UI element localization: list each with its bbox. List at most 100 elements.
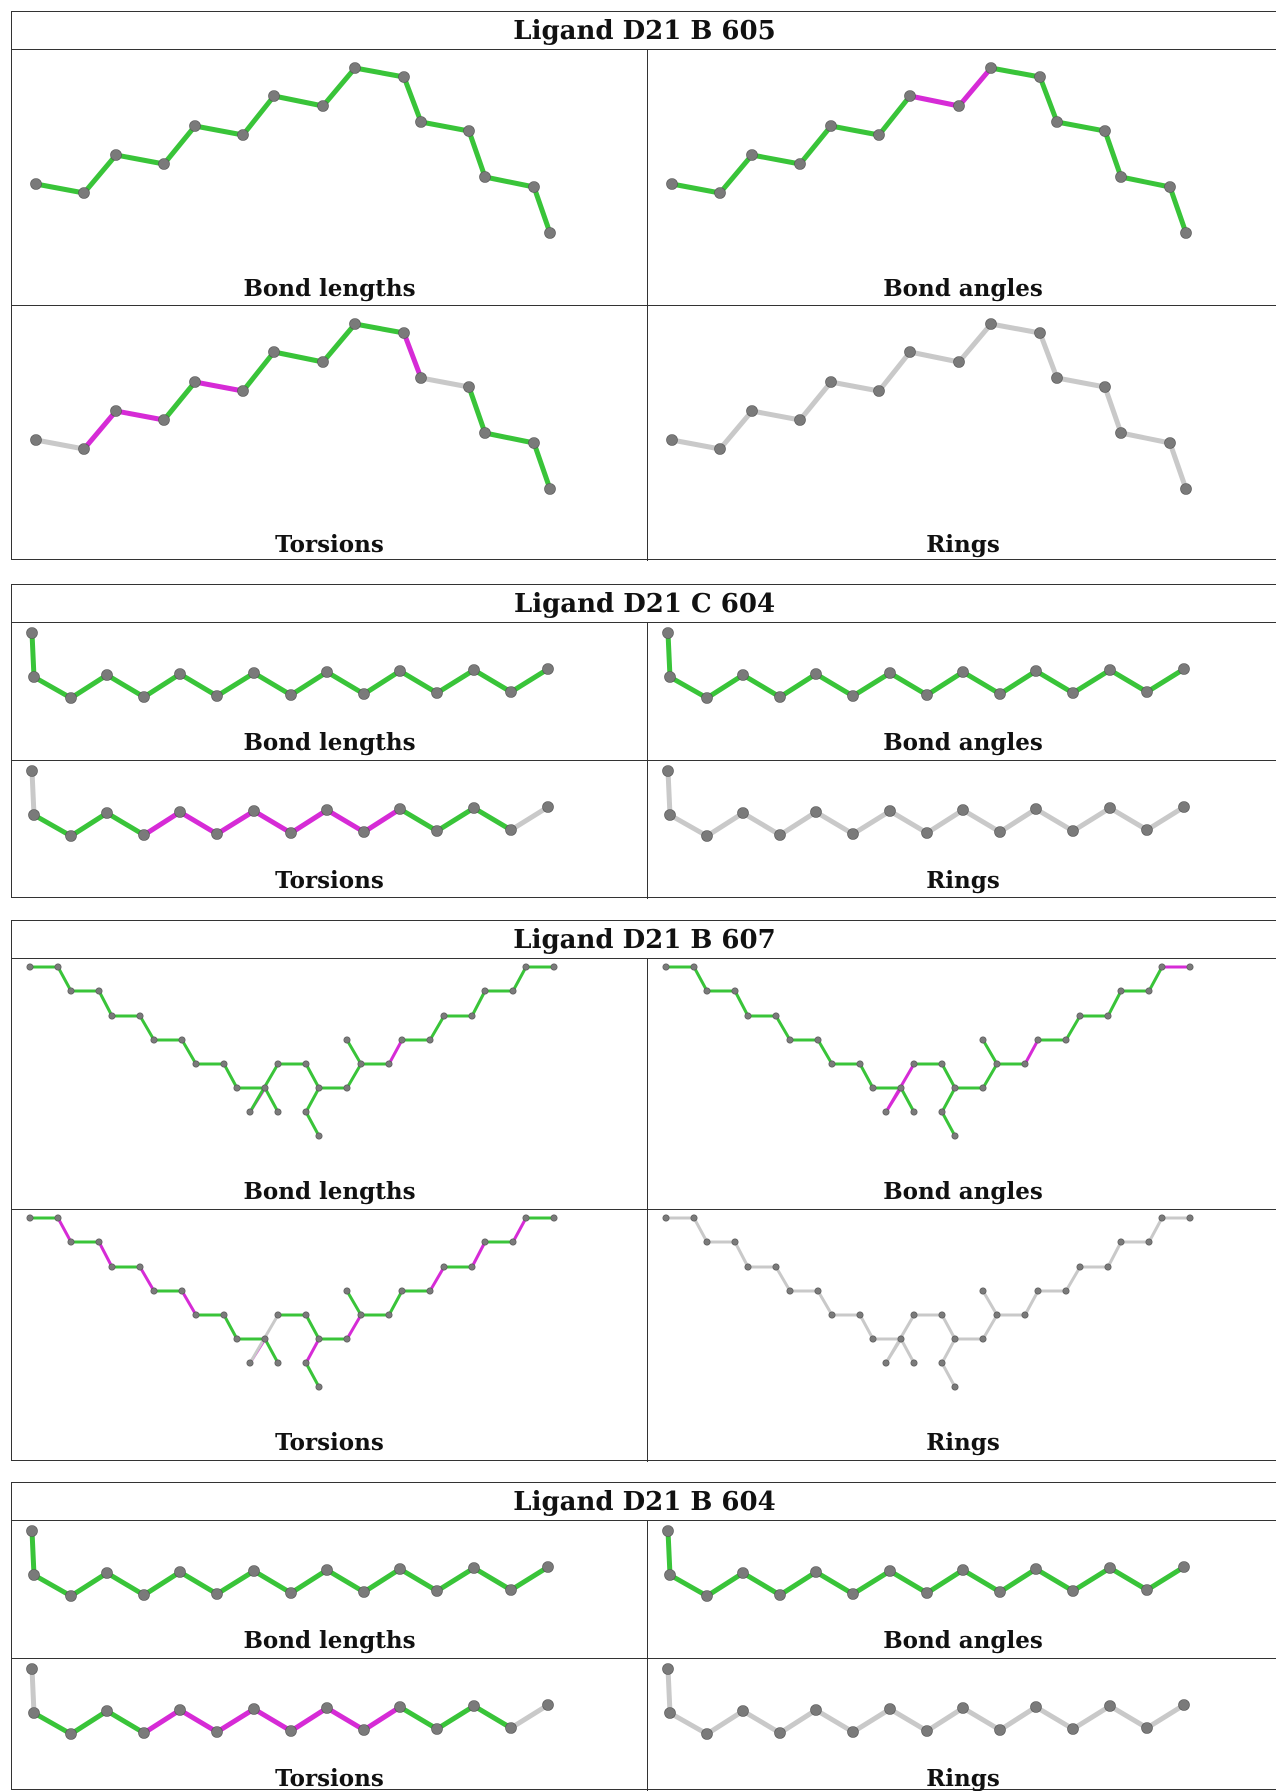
atom: [847, 1726, 859, 1738]
atom: [1104, 1263, 1112, 1271]
molecule-diagram: [662, 627, 1190, 704]
panel-caption: Torsions: [275, 531, 384, 558]
atom: [349, 62, 361, 74]
bond: [665, 768, 673, 818]
atom: [398, 1036, 406, 1044]
bond: [56, 1216, 73, 1244]
atom: [544, 483, 556, 495]
atom: [737, 1567, 749, 1579]
panel-torsions: Torsions: [12, 1658, 648, 1791]
molecule-diagram: [30, 318, 556, 495]
atom: [468, 802, 480, 814]
atom: [398, 71, 410, 83]
atom: [662, 963, 670, 971]
atom: [248, 1703, 260, 1715]
atom: [664, 1569, 676, 1581]
atom: [1051, 116, 1063, 128]
atom: [1067, 1723, 1079, 1735]
bond: [1144, 666, 1187, 695]
bond: [138, 1265, 156, 1293]
bond: [104, 1708, 147, 1736]
bond: [940, 1062, 957, 1090]
atom: [825, 120, 837, 132]
atom: [951, 1132, 959, 1140]
bond: [320, 65, 358, 109]
bond: [797, 379, 834, 423]
atom: [910, 1060, 918, 1068]
bond: [240, 93, 277, 138]
atom: [810, 1566, 822, 1578]
bond: [850, 808, 893, 837]
panel-caption: Bond angles: [883, 729, 1043, 756]
bond: [324, 1567, 367, 1595]
atom: [904, 90, 916, 102]
panel-caption: Bond lengths: [243, 1178, 416, 1205]
atom: [233, 1084, 241, 1092]
bond: [508, 1564, 551, 1593]
bond: [924, 1705, 966, 1734]
bond: [288, 1705, 330, 1734]
atom: [1062, 1287, 1070, 1295]
bond: [1023, 1038, 1040, 1066]
atom: [30, 178, 42, 190]
atom: [884, 805, 896, 817]
atom: [847, 690, 859, 702]
atom: [897, 1084, 905, 1092]
bond: [397, 668, 440, 696]
bond: [29, 1528, 37, 1578]
bond: [361, 1566, 403, 1595]
atom: [542, 1699, 554, 1711]
atom: [828, 1311, 836, 1319]
atom: [101, 669, 113, 681]
molecule-diagram: [662, 1663, 1190, 1740]
atom: [315, 1132, 323, 1140]
bond: [850, 1568, 893, 1597]
atom: [1164, 181, 1176, 193]
bond: [29, 1666, 37, 1716]
atom: [349, 318, 361, 330]
atom: [979, 1335, 987, 1343]
ligand-title: Ligand D21 C 604: [12, 585, 1276, 623]
atom: [463, 125, 475, 137]
bond: [858, 1313, 875, 1341]
atom: [873, 385, 885, 397]
bond: [858, 1062, 875, 1090]
bond: [31, 674, 74, 701]
bond: [774, 1014, 792, 1042]
bond: [466, 384, 488, 436]
atom: [737, 1705, 749, 1717]
atom: [468, 1263, 476, 1271]
atom: [522, 963, 530, 971]
panel-caption: Torsions: [275, 1765, 384, 1791]
bond: [1147, 1216, 1164, 1244]
bond: [31, 1710, 74, 1737]
atom: [468, 664, 480, 676]
molecule-diagram: [666, 62, 1192, 239]
bond: [508, 1702, 551, 1731]
atom: [261, 1335, 269, 1343]
bond: [511, 1216, 528, 1244]
atom: [398, 1287, 406, 1295]
bond: [813, 671, 856, 699]
bond: [813, 809, 856, 837]
bond: [214, 1706, 257, 1735]
atom: [394, 1701, 406, 1713]
atom: [774, 829, 786, 841]
panel-torsions: Torsions: [12, 1209, 648, 1462]
molecule-diagram: [30, 62, 556, 239]
bond: [813, 1707, 856, 1735]
atom: [1030, 1701, 1042, 1713]
bond: [876, 93, 913, 138]
atom: [302, 1060, 310, 1068]
ligand-block-3: Ligand D21 B 607 Bond lengths Bond angle…: [11, 920, 1276, 1462]
atom: [882, 1359, 890, 1367]
atom: [664, 671, 676, 683]
bond: [876, 349, 913, 394]
atom: [358, 1586, 370, 1598]
atom: [772, 1263, 780, 1271]
bond: [418, 119, 472, 134]
atom: [921, 689, 933, 701]
bond: [1118, 430, 1173, 446]
atom: [1141, 1584, 1153, 1596]
atom: [150, 1287, 158, 1295]
